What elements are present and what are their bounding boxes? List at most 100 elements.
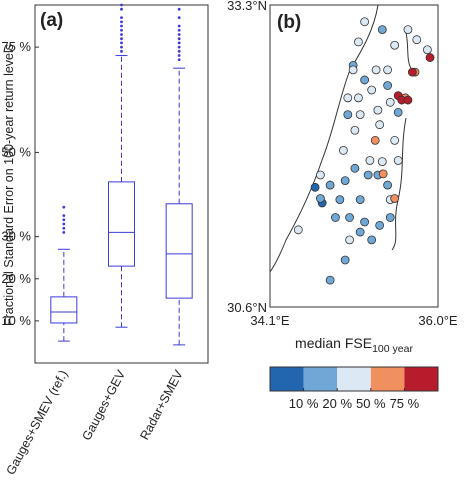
- colorbar-frame: [269, 366, 439, 392]
- station: [331, 213, 340, 222]
- station: [310, 182, 320, 192]
- axes-frame-b: [269, 4, 439, 308]
- outlier: [120, 49, 123, 53]
- outlier: [62, 222, 66, 226]
- station: [403, 25, 413, 35]
- y-tick-label: 30.6°N: [227, 300, 267, 315]
- station: [393, 156, 403, 165]
- station: [345, 213, 354, 222]
- colorbar-bin: [270, 367, 304, 391]
- station: [355, 227, 365, 237]
- station: [343, 93, 353, 103]
- station: [343, 110, 353, 120]
- y-tick-label: 33.3°N: [227, 0, 267, 13]
- colorbar-tick-label: 75 %: [390, 396, 420, 411]
- station: [335, 195, 345, 205]
- station: [390, 135, 400, 145]
- outlier: [120, 41, 123, 45]
- y-tick-label: 50 %: [1, 144, 31, 159]
- coastline: [269, 4, 379, 273]
- station: [315, 194, 325, 203]
- box: [108, 181, 135, 267]
- outlier: [120, 7, 123, 11]
- x-tick-label: Gauges+SMEV (ref.): [3, 368, 70, 477]
- panel-label: (b): [277, 12, 301, 33]
- station: [377, 25, 387, 35]
- x-tick-label: Radar+SMEV: [137, 367, 186, 442]
- station: [371, 65, 381, 75]
- outlier: [120, 45, 123, 49]
- outlier: [120, 37, 123, 41]
- colorbar-tick-label: 50 %: [356, 396, 386, 411]
- station: [403, 95, 413, 105]
- box: [50, 296, 78, 324]
- outlier: [177, 16, 181, 20]
- station: [390, 40, 400, 50]
- outlier: [120, 24, 123, 28]
- station: [363, 170, 373, 180]
- outlier: [177, 37, 181, 41]
- station: [422, 45, 432, 55]
- station: [325, 275, 335, 285]
- station: [340, 176, 350, 186]
- station: [355, 110, 365, 120]
- x-axis-label-sub: 100 year: [372, 343, 413, 355]
- outlier: [177, 54, 181, 57]
- x-axis-label: median FSE100 year: [295, 335, 413, 355]
- station: [425, 53, 435, 62]
- colorbar-bin: [337, 367, 371, 391]
- colorbar-bin: [370, 367, 405, 391]
- station: [355, 195, 365, 205]
- station: [385, 97, 395, 107]
- station: [367, 235, 377, 245]
- outlier: [120, 28, 123, 32]
- outlier: [177, 41, 181, 45]
- y-tick-label: 30 %: [1, 229, 31, 244]
- station: [360, 75, 370, 85]
- station: [383, 81, 393, 90]
- station: [354, 93, 363, 103]
- y-tick-label: 75 %: [1, 39, 31, 54]
- station: [375, 220, 385, 230]
- outlier: [120, 16, 123, 20]
- colorbar-bin: [303, 367, 338, 391]
- box: [165, 203, 193, 299]
- y-tick-label: 20 %: [1, 271, 31, 286]
- outlier: [62, 218, 66, 222]
- station: [340, 255, 350, 265]
- outlier: [62, 231, 66, 234]
- station: [393, 107, 403, 117]
- panel-label: (a): [40, 10, 63, 31]
- outlier: [177, 58, 181, 62]
- outlier: [177, 24, 181, 28]
- outlier: [62, 214, 66, 217]
- y-tick-label: 10 %: [1, 313, 31, 328]
- station: [325, 180, 335, 190]
- station: [383, 180, 393, 190]
- outlier: [177, 33, 181, 36]
- x-tick-label: Gauges+GEV: [79, 367, 128, 443]
- station: [350, 125, 360, 135]
- station: [378, 169, 388, 179]
- station: [373, 105, 383, 115]
- outlier: [120, 33, 123, 36]
- outlier: [120, 3, 123, 7]
- station: [383, 65, 393, 75]
- station: [390, 194, 400, 203]
- station: [375, 120, 385, 130]
- station: [293, 225, 303, 235]
- outlier: [177, 49, 181, 53]
- station: [385, 213, 395, 222]
- station: [360, 217, 370, 227]
- station: [370, 135, 380, 145]
- station: [407, 67, 417, 77]
- outlier: [62, 205, 66, 209]
- station: [365, 156, 375, 165]
- colorbar-tick-label: 20 %: [322, 396, 352, 411]
- colorbar-bin: [404, 367, 438, 391]
- outlier: [177, 28, 181, 32]
- station: [338, 146, 348, 155]
- station: [354, 37, 363, 47]
- outlier: [62, 226, 66, 230]
